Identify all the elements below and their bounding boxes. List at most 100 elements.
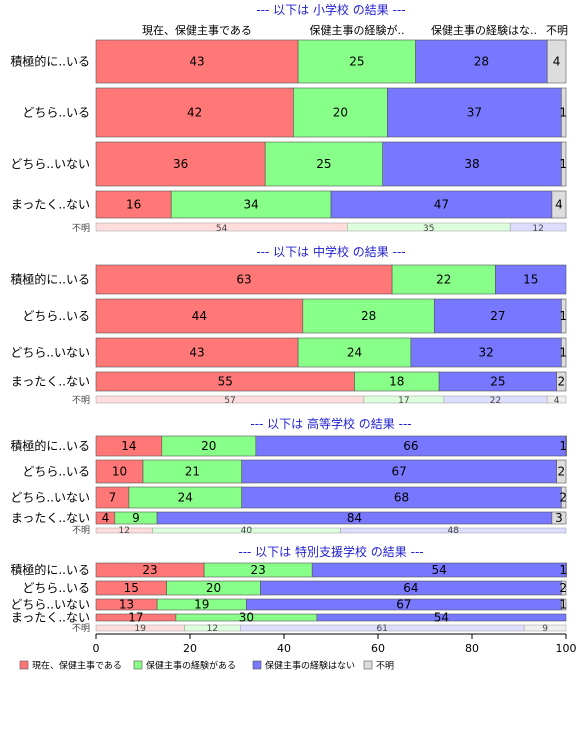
data-label: 37 xyxy=(467,106,482,120)
category-label: 積極的に..いる xyxy=(10,562,90,577)
footer-value: 54 xyxy=(216,224,228,234)
footer-label: 不明 xyxy=(72,223,90,234)
bar-segment xyxy=(410,337,562,368)
bar-segment xyxy=(387,87,562,138)
bar-segment xyxy=(95,337,299,368)
data-label: 43 xyxy=(189,346,204,360)
data-label: 28 xyxy=(361,309,376,323)
legend-label: 保健主事の経験がある xyxy=(146,660,236,672)
bar-segment xyxy=(560,298,567,334)
data-label: 36 xyxy=(173,157,188,171)
data-label: 3 xyxy=(555,511,563,525)
data-label: 19 xyxy=(194,598,209,612)
x-tick-label: 80 xyxy=(465,642,479,655)
footer-value: 17 xyxy=(398,396,409,406)
data-label: 13 xyxy=(119,598,134,612)
data-label: 9 xyxy=(132,511,140,525)
data-label: 68 xyxy=(394,491,409,505)
category-label: まったく..ない xyxy=(11,511,90,525)
data-label: 7 xyxy=(109,491,117,505)
bar-segment xyxy=(95,39,299,84)
data-label: 67 xyxy=(392,465,407,479)
bar-segment xyxy=(415,39,548,84)
bar-segment xyxy=(560,486,567,509)
panel-title: --- 以下は 小学校 の結果 --- xyxy=(256,2,405,17)
bar-segment xyxy=(95,87,294,138)
data-label: 21 xyxy=(185,465,200,479)
footer-value: 57 xyxy=(224,396,235,406)
data-label: 20 xyxy=(201,439,216,453)
data-label: 22 xyxy=(436,273,451,287)
data-label: 63 xyxy=(236,273,251,287)
x-tick-label: 40 xyxy=(277,642,291,655)
data-label: 34 xyxy=(243,198,258,212)
footer-value: 12 xyxy=(118,526,129,536)
legend-swatch xyxy=(133,660,143,670)
data-label: 1 xyxy=(559,106,567,120)
bar-segment xyxy=(560,337,567,368)
legend-label: 保健主事の経験はない xyxy=(265,660,355,672)
data-label: 25 xyxy=(349,55,364,69)
data-label: 42 xyxy=(187,106,202,120)
footer-label: 不明 xyxy=(72,525,90,536)
data-label: 47 xyxy=(434,198,449,212)
data-label: 17 xyxy=(128,611,143,625)
bar-segment xyxy=(495,264,567,295)
x-tick-label: 100 xyxy=(556,642,577,655)
bar-segment xyxy=(560,141,567,187)
legend-label: 不明 xyxy=(376,661,394,672)
data-label: 18 xyxy=(389,375,404,389)
data-label: 2 xyxy=(559,581,567,595)
footer-value: 4 xyxy=(554,396,560,406)
footer-value: 22 xyxy=(490,396,501,406)
category-label: まったく..ない xyxy=(11,375,90,389)
footer-label: 不明 xyxy=(72,623,90,634)
data-label: 4 xyxy=(553,55,561,69)
data-label: 43 xyxy=(189,55,204,69)
bar-segment xyxy=(560,87,567,138)
footer-value: 19 xyxy=(134,624,146,634)
bar-segment xyxy=(330,190,553,219)
data-label: 2 xyxy=(557,375,565,389)
column-header: 不明 xyxy=(546,24,568,37)
category-label: どちら..いる xyxy=(22,309,90,323)
data-label: 44 xyxy=(192,309,207,323)
panel-title: --- 以下は 中学校 の結果 --- xyxy=(256,244,405,259)
footer-value: 12 xyxy=(207,624,218,634)
bar-segment xyxy=(560,598,567,611)
category-label: どちら..いない xyxy=(10,157,90,171)
x-tick-label: 0 xyxy=(93,642,100,655)
footer-segment xyxy=(546,395,567,404)
bar-segment xyxy=(264,141,384,187)
data-label: 4 xyxy=(555,198,563,212)
data-label: 30 xyxy=(239,611,254,625)
data-label: 23 xyxy=(142,563,157,577)
data-label: 1 xyxy=(559,563,567,577)
data-label: 24 xyxy=(347,346,362,360)
bar-segment xyxy=(297,39,416,84)
footer-value: 40 xyxy=(241,526,253,536)
data-label: 1 xyxy=(559,439,567,453)
category-label: まったく..ない xyxy=(11,198,90,212)
data-label: 67 xyxy=(396,598,411,612)
footer-value: 35 xyxy=(423,224,434,234)
category-label: どちら..いる xyxy=(22,106,90,120)
bar-segment xyxy=(546,39,567,84)
bar-segment xyxy=(565,435,567,457)
category-label: まったく..ない xyxy=(11,611,90,625)
data-label: 20 xyxy=(333,106,348,120)
data-label: 23 xyxy=(251,563,266,577)
data-label: 84 xyxy=(347,511,362,525)
data-label: 10 xyxy=(112,465,127,479)
bar-segment xyxy=(556,371,567,392)
panel-title: --- 以下は 高等学校 の結果 --- xyxy=(250,416,411,431)
data-label: 16 xyxy=(126,198,141,212)
data-label: 64 xyxy=(403,581,418,595)
bar-segment xyxy=(565,562,567,578)
column-header: 保健主事の経験はな.. xyxy=(431,23,537,37)
data-label: 20 xyxy=(206,581,221,595)
bar-segment xyxy=(170,190,332,219)
category-label: どちら..いない xyxy=(10,598,90,612)
data-label: 4 xyxy=(102,511,110,525)
